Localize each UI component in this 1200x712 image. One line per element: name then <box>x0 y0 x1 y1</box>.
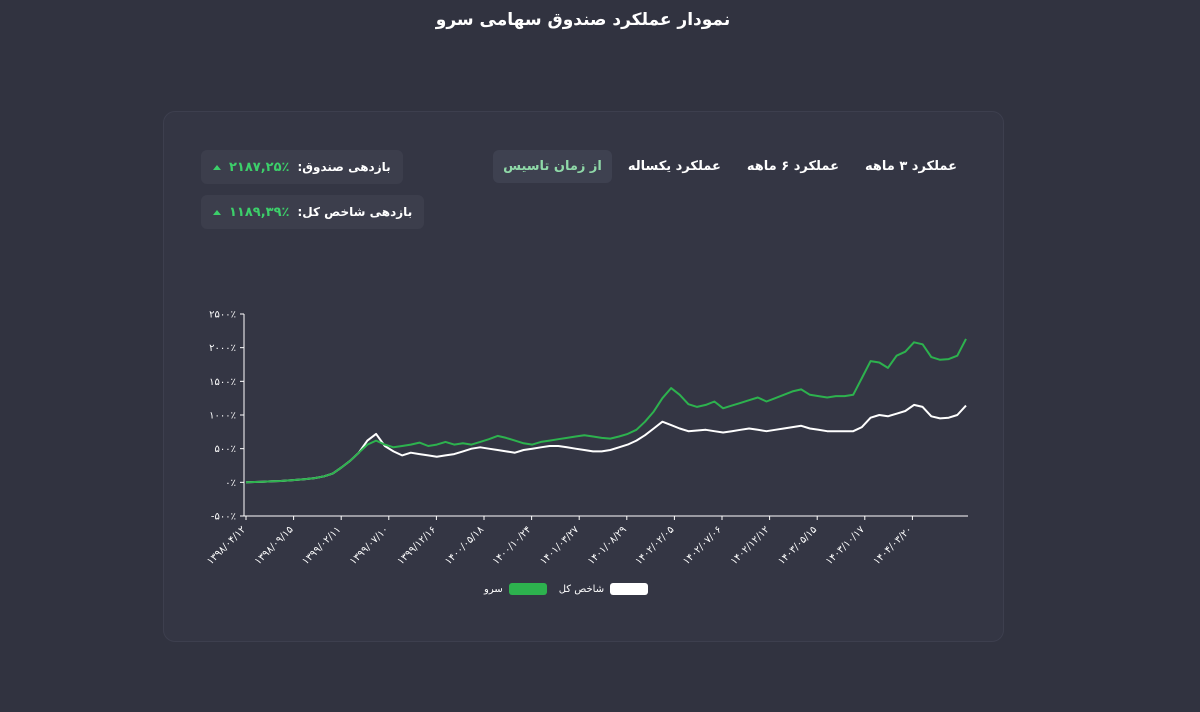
x-tick-label: ۱۳۹۸/۰۹/۱۵ <box>253 524 296 567</box>
x-tick-label: ۱۳۹۹/۰۲/۱۱ <box>300 524 343 567</box>
page-title: نمودار عملکرد صندوق سهامی سرو <box>435 10 731 30</box>
x-tick-label: ۱۴۰۱/۰۸/۲۹ <box>586 524 629 567</box>
chart-card: از زمان تاسیس عملکرد یکساله عملکرد ۶ ماه… <box>163 111 1004 642</box>
up-arrow-icon <box>213 209 221 215</box>
legend-swatch-index <box>610 583 649 595</box>
tab-since-inception[interactable]: از زمان تاسیس <box>493 150 612 183</box>
legend-item-index[interactable]: شاخص کل <box>558 583 649 595</box>
index-return-value: ۱۱۸۹,۳۹٪ <box>229 204 290 220</box>
legend-label-fund: سرو <box>484 583 503 595</box>
x-tick-label: ۱۴۰۳/۱۰/۱۷ <box>824 524 867 567</box>
y-tick-label: ۲۰۰۰٪ <box>209 343 236 354</box>
fund-return-stat: بازدهی صندوق: ۲۱۸۷,۲۵٪ <box>201 150 403 184</box>
x-tick-label: ۱۴۰۰/۱۰/۲۴ <box>491 524 534 567</box>
y-tick-label: ۱۰۰۰٪ <box>209 411 236 422</box>
x-tick-label: ۱۳۹۹/۰۷/۱۰ <box>348 524 391 567</box>
x-tick-label: ۱۴۰۰/۰۵/۱۸ <box>443 524 486 567</box>
x-tick-label: ۱۳۹۹/۱۲/۱۶ <box>396 524 439 567</box>
legend-item-fund[interactable]: سرو <box>484 583 547 595</box>
up-arrow-icon <box>213 164 221 170</box>
x-tick-label: ۱۳۹۸/۰۴/۱۲ <box>205 524 248 567</box>
performance-chart: -۵۰۰٪ ۰٪ ۵۰۰٪ ۱۰۰۰٪ ۱۵۰۰٪ ۲۰۰۰٪ ۲۵۰۰٪ ۱۳۹۸/۰۴/۱… <box>205 310 968 567</box>
x-tick-label: ۱۴۰۲/۱۲/۱۲ <box>729 524 772 567</box>
legend-swatch-fund <box>508 583 547 595</box>
fund-return-label: بازدهی صندوق: <box>297 160 391 174</box>
x-tick-label: ۱۴۰۲/۰۷/۰۶ <box>681 524 724 567</box>
index-return-stat: بازدهی شاخص کل: ۱۱۸۹,۳۹٪ <box>201 195 425 229</box>
y-tick-label: ۵۰۰٪ <box>215 444 236 455</box>
chart-legend: سرو شاخص کل <box>484 583 649 595</box>
y-tick-label: ۲۵۰۰٪ <box>209 310 236 321</box>
index-return-label: بازدهی شاخص کل: <box>297 205 413 219</box>
series-line-index <box>245 403 967 484</box>
y-tick-label: ۱۵۰۰٪ <box>209 377 236 388</box>
legend-label-index: شاخص کل <box>558 583 605 595</box>
y-tick-label: -۵۰۰٪ <box>211 512 236 523</box>
x-tick-label: ۱۴۰۴/۰۳/۲۰ <box>872 524 915 567</box>
x-tick-label: ۱۴۰۱/۰۳/۲۷ <box>538 524 581 567</box>
x-tick-label: ۱۴۰۳/۰۵/۱۵ <box>776 524 819 567</box>
y-tick-label: ۰٪ <box>225 478 236 489</box>
period-tabs: از زمان تاسیس عملکرد یکساله عملکرد ۶ ماه… <box>493 150 967 183</box>
tab-three-months[interactable]: عملکرد ۳ ماهه <box>864 159 957 174</box>
fund-return-value: ۲۱۸۷,۲۵٪ <box>229 159 290 175</box>
tab-six-months[interactable]: عملکرد ۶ ماهه <box>746 159 839 174</box>
series-line-fund <box>245 338 967 484</box>
tab-one-year[interactable]: عملکرد یکساله <box>627 159 721 174</box>
x-tick-label: ۱۴۰۲/۰۲/۰۵ <box>634 524 677 567</box>
